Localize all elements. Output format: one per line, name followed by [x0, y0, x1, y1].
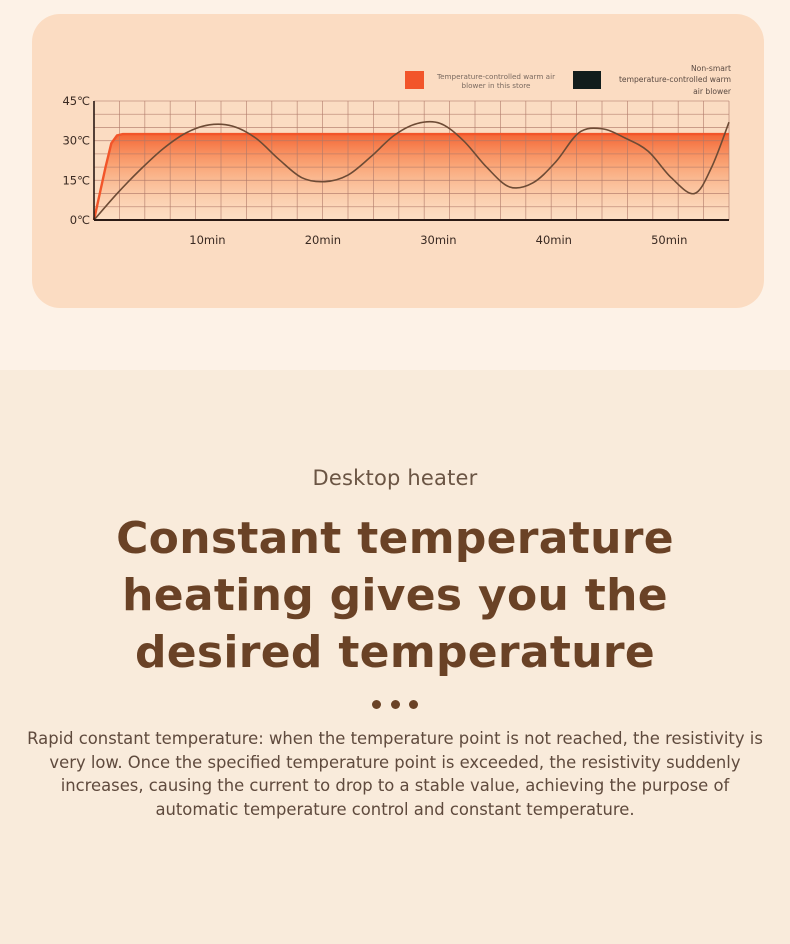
x-tick-label: 40min — [536, 233, 572, 247]
dot — [409, 700, 418, 709]
series-area-fill — [94, 134, 729, 220]
section-headline: Constant temperature heating gives you t… — [116, 513, 674, 678]
x-tick-label: 20min — [305, 233, 341, 247]
legend-label-in-store-line2: blower in this store — [462, 81, 531, 90]
x-tick-label: 30min — [420, 233, 456, 247]
y-tick-label: 15℃ — [62, 173, 90, 187]
chart-card: 0℃ 15℃ 30℃ 45℃ 10min 20min 30min 40min 50min Temp… — [32, 14, 764, 308]
y-tick-label: 0℃ — [70, 213, 90, 227]
y-tick-label: 45℃ — [62, 94, 90, 108]
y-tick-label: 30℃ — [62, 134, 90, 148]
series-line-non-smart — [93, 120, 730, 221]
series-line-in-store — [92, 132, 729, 221]
description-paragraph: Rapid constant temperature: when the tem… — [27, 729, 763, 819]
temperature-comparison-chart: 0℃ 15℃ 30℃ 45℃ 10min 20min 30min 40min 50min Temp… — [62, 64, 732, 247]
x-tick-label: 50min — [651, 233, 687, 247]
legend-label-in-store-line1: Temperature-controlled warm air — [436, 72, 555, 81]
legend-swatch-in-store — [405, 71, 424, 89]
x-tick-label: 10min — [189, 233, 225, 247]
lower-section-background — [0, 370, 790, 944]
ellipsis-dots — [372, 700, 418, 710]
legend-swatch-non-smart — [573, 71, 601, 89]
dot — [372, 700, 381, 709]
dot — [390, 700, 400, 709]
legend-label-non-smart-line1: Non-smart — [691, 64, 731, 73]
legend-label-non-smart-line3: air blower — [693, 87, 732, 96]
section-subtitle: Desktop heater — [312, 466, 478, 490]
legend-label-non-smart-line2: temperature-controlled warm — [619, 75, 731, 84]
